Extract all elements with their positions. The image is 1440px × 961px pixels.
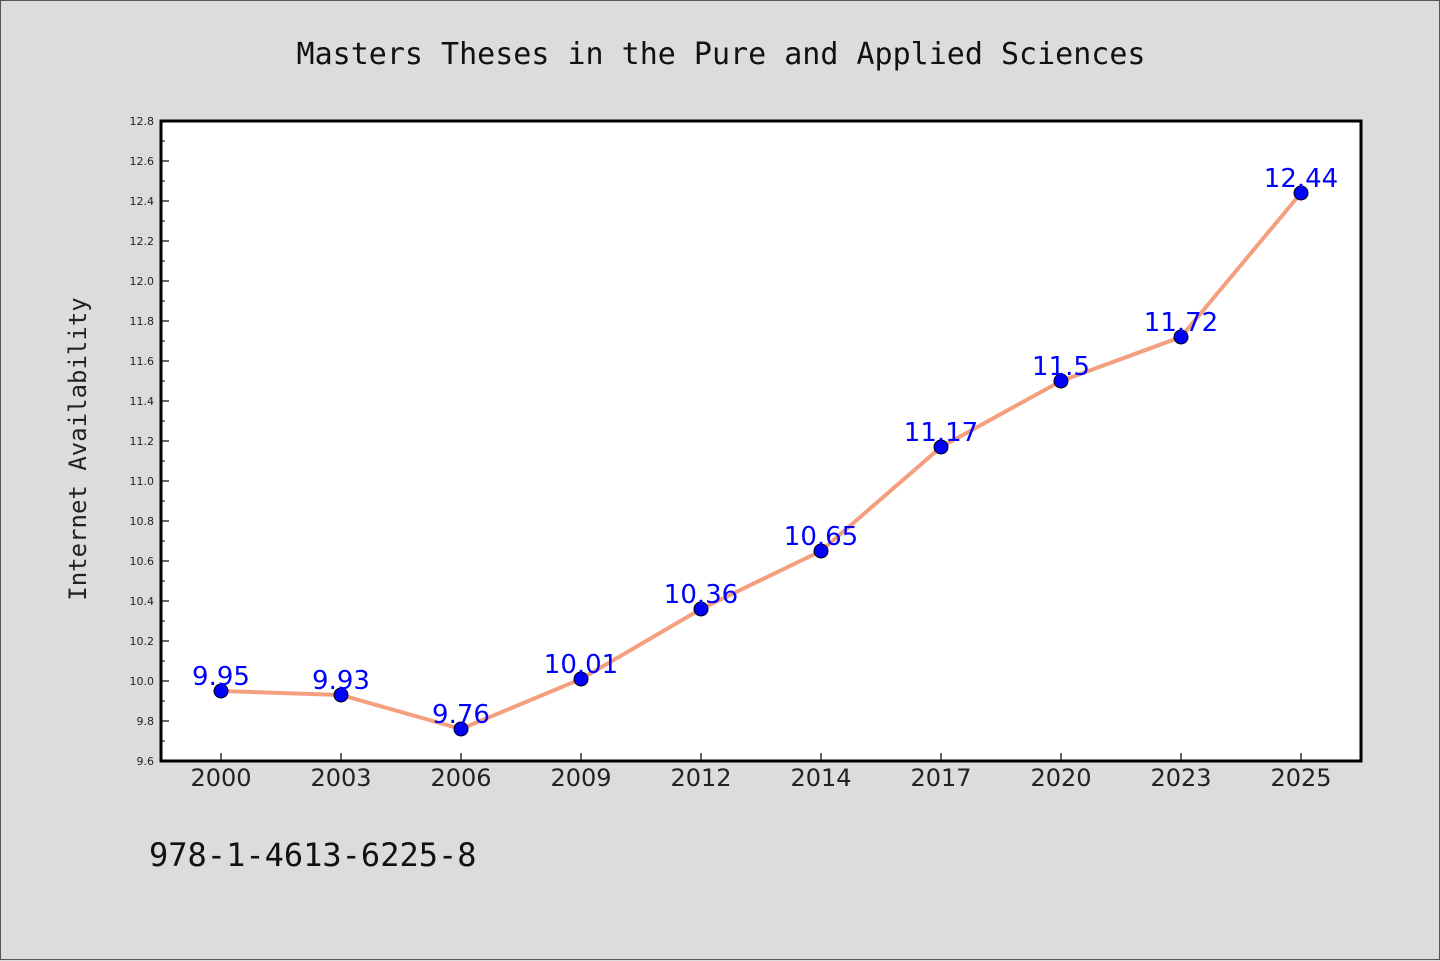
data-label: 11.17 — [904, 418, 978, 448]
y-tick-label: 10.4 — [130, 595, 155, 608]
data-point-marker — [933, 439, 949, 455]
plot-frame — [159, 119, 1363, 763]
x-tick-label: 2006 — [430, 764, 491, 792]
x-tick-label: 2020 — [1030, 764, 1091, 792]
data-label: 12.44 — [1264, 164, 1338, 194]
data-label: 10.36 — [664, 580, 738, 610]
data-label: 10.01 — [544, 650, 618, 680]
x-tick-label: 2025 — [1270, 764, 1331, 792]
data-label: 9.76 — [432, 700, 490, 730]
y-tick-label: 10.0 — [130, 675, 155, 688]
series-line — [219, 191, 1303, 731]
y-tick-label: 12.2 — [130, 235, 155, 248]
data-label: 11.5 — [1032, 352, 1090, 382]
y-tick-label: 10.6 — [130, 555, 155, 568]
data-point-marker — [1293, 185, 1309, 201]
x-tick-label: 2003 — [310, 764, 371, 792]
y-axis: 9.6 9.8 10.0 10.2 10.4 10.6 10.8 11.0 11.2 11.4 11… — [130, 115, 169, 768]
x-tick-label: 2009 — [550, 764, 611, 792]
y-tick-label: 11.4 — [130, 395, 155, 408]
data-label: 9.93 — [312, 666, 370, 696]
x-tick-label: 2017 — [910, 764, 971, 792]
data-label: 11.72 — [1144, 308, 1218, 338]
data-point-marker — [453, 721, 469, 737]
footnote-isbn: 978-1-4613-6225-8 — [149, 836, 477, 874]
y-tick-label: 11.2 — [130, 435, 155, 448]
data-point-marker — [1173, 329, 1189, 345]
data-point-marker — [813, 543, 829, 559]
y-tick-label: 10.8 — [130, 515, 155, 528]
y-tick-label: 12.6 — [130, 155, 155, 168]
x-tick-label: 2014 — [790, 764, 851, 792]
x-tick-label: 2000 — [190, 764, 251, 792]
chart-title: Masters Theses in the Pure and Applied S… — [297, 37, 1146, 72]
x-axis: 2000 2003 2006 2009 2012 2014 2017 2020 2023 2025 — [190, 753, 1332, 792]
y-tick-label: 12.8 — [130, 115, 155, 128]
data-point-marker — [333, 687, 349, 703]
y-tick-label: 12.4 — [130, 195, 155, 208]
y-tick-label: 11.0 — [130, 475, 155, 488]
data-point-marker — [1053, 373, 1069, 389]
y-tick-label: 10.2 — [130, 635, 155, 648]
y-tick-label: 9.8 — [137, 715, 155, 728]
y-tick-label: 11.6 — [130, 355, 155, 368]
x-tick-label: 2012 — [670, 764, 731, 792]
data-point-marker — [213, 683, 229, 699]
data-label: 9.95 — [192, 662, 250, 692]
series-line-group — [213, 185, 1309, 737]
x-tick-label: 2023 — [1150, 764, 1211, 792]
data-point-marker — [693, 601, 709, 617]
y-axis-label: Internet Availability — [64, 297, 92, 600]
y-tick-label: 12.0 — [130, 275, 155, 288]
data-point-marker — [573, 671, 589, 687]
y-tick-label: 11.8 — [130, 315, 155, 328]
plot-area — [161, 121, 1361, 761]
y-tick-label: 9.6 — [137, 755, 155, 768]
data-label: 10.65 — [784, 522, 858, 552]
data-labels: 9.95 9.93 9.76 10.01 10.36 10.65 11.17 11.5 11.7… — [192, 164, 1338, 730]
